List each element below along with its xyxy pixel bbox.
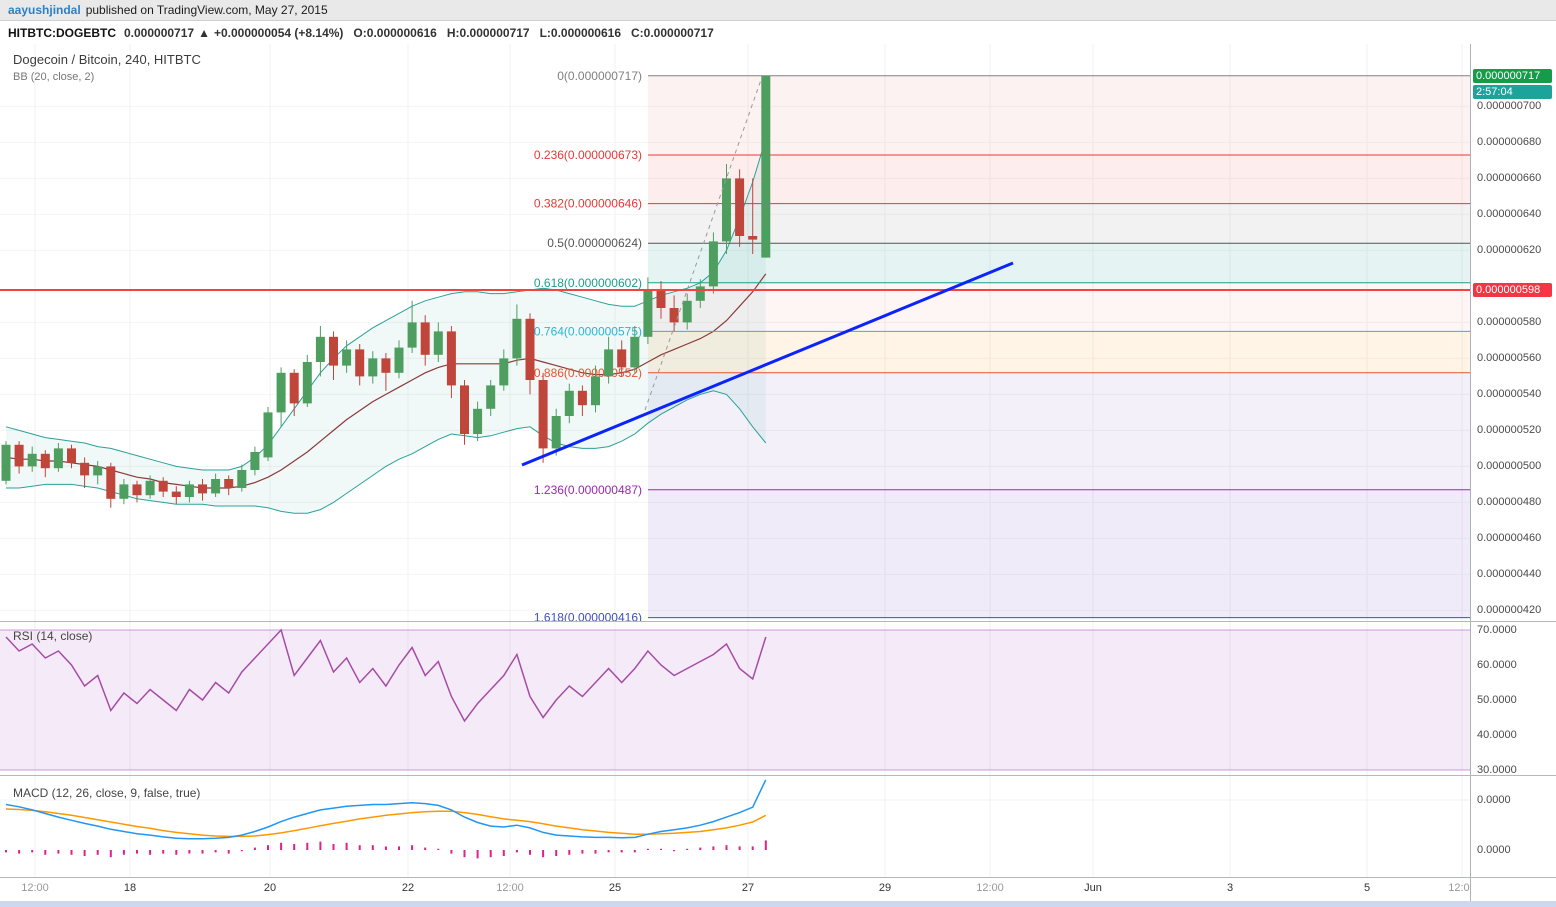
horizontal-scrollbar[interactable] [0,901,1556,907]
time-axis[interactable]: 12:00 18 20 22 12:00 25 27 29 12:00 Jun 3 5 12:00 [0,877,1476,901]
author-link[interactable]: aayushjindal [8,3,81,17]
price-axis-label: 0.000000540 [1477,388,1542,401]
time-axis-label: 20 [263,882,277,894]
last-price-badge: 0.000000717 [1473,68,1552,83]
pane-separator-rsi[interactable] [0,621,1556,622]
price-axis-label: 0.000000620 [1477,244,1542,257]
time-axis-label: 12:00 [1448,882,1476,894]
time-axis-label: Jun [1084,882,1102,894]
price-axis-label: 0.000000560 [1477,352,1542,365]
main-price-pane-canvas[interactable]: 0(0.000000717) 0.236(0.000000673) 0.382(0.… [0,44,1470,621]
price-axis-label: 0.000000480 [1477,496,1542,509]
ohlc-values: O:0.000000616 H:0.000000717 L:0.000000616 C… [343,26,713,40]
time-axis-label: 12:00 [976,882,1004,894]
time-axis-label: 12:00 [496,882,524,894]
alert-price-badge: 0.000000598 [1473,283,1552,297]
price-axis-label: 0.000000640 [1477,208,1542,221]
svg-text:1.236(0.000000487): 1.236(0.000000487) [534,483,642,497]
price-axis-label: 0.000000520 [1477,424,1542,437]
time-axis-label: 12:00 [21,882,49,894]
price-axis[interactable]: 0.000000700 0.000000680 0.000000660 0.00000… [1470,44,1556,901]
svg-text:0.764(0.000000575): 0.764(0.000000575) [534,324,642,338]
macd-signal-line [5,808,767,838]
svg-text:0.382(0.000000646): 0.382(0.000000646) [534,197,642,211]
macd-axis-label: 0.0000 [1477,844,1511,856]
publish-bar: aayushjindal published on TradingView.com… [0,0,1556,21]
bb-indicator-label[interactable]: BB (20, close, 2) [13,71,95,83]
macd-line [5,779,767,840]
price-axis-label: 0.000000460 [1477,532,1542,545]
svg-text:0.5(0.000000624): 0.5(0.000000624) [547,236,642,250]
pane-separator-macd[interactable] [0,775,1556,776]
price-axis-label: 0.000000440 [1477,568,1542,581]
trendlines[interactable] [521,76,1014,467]
rsi-axis-label: 40.0000 [1477,729,1517,741]
svg-text:0.236(0.000000673): 0.236(0.000000673) [534,148,642,162]
price-change: +0.000000054 (+8.14%) [213,26,344,40]
price-axis-label: 0.000000680 [1477,136,1542,149]
rsi-pane-canvas[interactable] [0,621,1470,775]
price-axis-label: 0.000000580 [1477,316,1542,329]
publish-text: published on TradingView.com, May 27, 20… [85,3,328,17]
rsi-band [0,629,1470,771]
macd-pane-canvas[interactable] [0,775,1470,877]
ohlc-item: H:0.000000717 [446,26,530,40]
candlesticks [1,75,771,508]
rsi-axis-label: 30.0000 [1477,764,1517,776]
rsi-axis-label: 70.0000 [1477,624,1517,636]
time-axis-label: 5 [1363,882,1371,894]
ohlc-item: O:0.000000616 [353,26,437,40]
time-axis-label: 22 [401,882,415,894]
macd-histogram [5,840,767,859]
time-axis-label: 3 [1226,882,1234,894]
time-axis-label: 27 [741,882,755,894]
fib-retracement-lines[interactable]: 0(0.000000717) 0.236(0.000000673) 0.382(0.… [534,69,1470,621]
time-axis-label: 18 [123,882,137,894]
rsi-indicator-label[interactable]: RSI (14, close) [13,629,93,643]
chart-title: Dogecoin / Bitcoin, 240, HITBTC [13,52,201,67]
grid-lines [0,44,1470,621]
svg-text:1.618(0.000000416): 1.618(0.000000416) [534,611,642,621]
time-axis-label: 29 [878,882,892,894]
price-axis-label: 0.000000420 [1477,604,1542,617]
macd-indicator-label[interactable]: MACD (12, 26, close, 9, false, true) [13,786,201,800]
rsi-line [5,628,767,723]
price-axis-label: 0.000000700 [1477,100,1542,113]
svg-text:0(0.000000717): 0(0.000000717) [557,69,642,83]
rsi-axis-label: 50.0000 [1477,694,1517,706]
last-price: 0.000000717 [124,26,195,40]
ohlc-item: L:0.000000616 [539,26,621,40]
time-axis-label: 25 [608,882,622,894]
symbol-info-bar: HITBTC:DOGEBTC 0.000000717 ▲ +0.000000054 (… [0,22,1556,44]
ohlc-item: C:0.000000717 [631,26,714,40]
symbol-name[interactable]: HITBTC:DOGEBTC [8,26,116,40]
price-axis-label: 0.000000500 [1477,460,1542,473]
svg-text:0.886(0.000000552): 0.886(0.000000552) [534,366,642,380]
fib-retracement-zones[interactable] [648,75,1470,618]
rsi-axis-label: 60.0000 [1477,659,1517,671]
countdown-badge: 2:57:04 [1473,84,1552,99]
grid-lines [0,775,1470,877]
macd-axis-label: 0.0000 [1477,794,1511,806]
time-axis-separator [0,877,1556,878]
price-axis-label: 0.000000660 [1477,172,1542,185]
svg-text:0.618(0.000000602): 0.618(0.000000602) [534,276,642,290]
change-arrow-icon: ▲ [198,26,210,40]
